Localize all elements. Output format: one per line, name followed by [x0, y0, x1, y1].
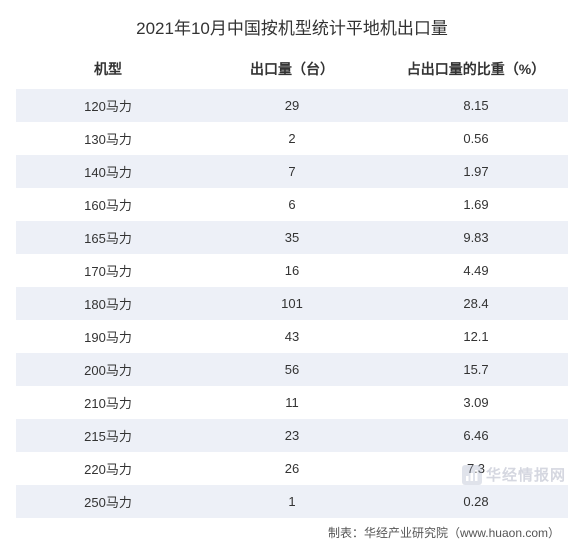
table-row: 220马力267.3 — [16, 452, 568, 485]
table-cell: 140马力 — [16, 155, 200, 188]
table-cell: 210马力 — [16, 386, 200, 419]
table-cell: 101 — [200, 287, 384, 320]
table-cell: 130马力 — [16, 122, 200, 155]
table-container: 2021年10月中国按机型统计平地机出口量 机型 出口量（台） 占出口量的比重（… — [0, 0, 584, 541]
table-header-row: 机型 出口量（台） 占出口量的比重（%） — [16, 49, 568, 89]
table-row: 130马力20.56 — [16, 122, 568, 155]
table-cell: 26 — [200, 452, 384, 485]
table-cell: 35 — [200, 221, 384, 254]
table-cell: 7.3 — [384, 452, 568, 485]
table-row: 180马力10128.4 — [16, 287, 568, 320]
table-cell: 1.97 — [384, 155, 568, 188]
col-header-model: 机型 — [16, 49, 200, 89]
table-row: 140马力71.97 — [16, 155, 568, 188]
table-body: 120马力298.15130马力20.56140马力71.97160马力61.6… — [16, 89, 568, 518]
table-cell: 1.69 — [384, 188, 568, 221]
table-cell: 8.15 — [384, 89, 568, 122]
table-cell: 120马力 — [16, 89, 200, 122]
table-cell: 215马力 — [16, 419, 200, 452]
table-cell: 200马力 — [16, 353, 200, 386]
table-cell: 1 — [200, 485, 384, 518]
table-row: 170马力164.49 — [16, 254, 568, 287]
table-cell: 4.49 — [384, 254, 568, 287]
table-row: 120马力298.15 — [16, 89, 568, 122]
table-cell: 43 — [200, 320, 384, 353]
table-row: 165马力359.83 — [16, 221, 568, 254]
table-cell: 0.28 — [384, 485, 568, 518]
table-cell: 12.1 — [384, 320, 568, 353]
table-cell: 2 — [200, 122, 384, 155]
table-cell: 250马力 — [16, 485, 200, 518]
table-cell: 7 — [200, 155, 384, 188]
table-cell: 180马力 — [16, 287, 200, 320]
col-header-export: 出口量（台） — [200, 49, 384, 89]
table-cell: 11 — [200, 386, 384, 419]
table-cell: 3.09 — [384, 386, 568, 419]
table-cell: 29 — [200, 89, 384, 122]
data-table: 机型 出口量（台） 占出口量的比重（%） 120马力298.15130马力20.… — [16, 49, 568, 518]
table-row: 210马力113.09 — [16, 386, 568, 419]
table-cell: 6.46 — [384, 419, 568, 452]
table-cell: 165马力 — [16, 221, 200, 254]
table-cell: 9.83 — [384, 221, 568, 254]
table-cell: 23 — [200, 419, 384, 452]
table-cell: 190马力 — [16, 320, 200, 353]
table-row: 250马力10.28 — [16, 485, 568, 518]
table-row: 190马力4312.1 — [16, 320, 568, 353]
page-title: 2021年10月中国按机型统计平地机出口量 — [16, 8, 568, 49]
footer-credit: 制表：华经产业研究院（www.huaon.com） — [16, 518, 568, 541]
col-header-share: 占出口量的比重（%） — [384, 49, 568, 89]
table-cell: 6 — [200, 188, 384, 221]
table-cell: 160马力 — [16, 188, 200, 221]
table-cell: 15.7 — [384, 353, 568, 386]
table-cell: 28.4 — [384, 287, 568, 320]
table-cell: 56 — [200, 353, 384, 386]
table-cell: 16 — [200, 254, 384, 287]
table-cell: 220马力 — [16, 452, 200, 485]
table-cell: 170马力 — [16, 254, 200, 287]
table-row: 200马力5615.7 — [16, 353, 568, 386]
table-cell: 0.56 — [384, 122, 568, 155]
table-row: 160马力61.69 — [16, 188, 568, 221]
table-row: 215马力236.46 — [16, 419, 568, 452]
